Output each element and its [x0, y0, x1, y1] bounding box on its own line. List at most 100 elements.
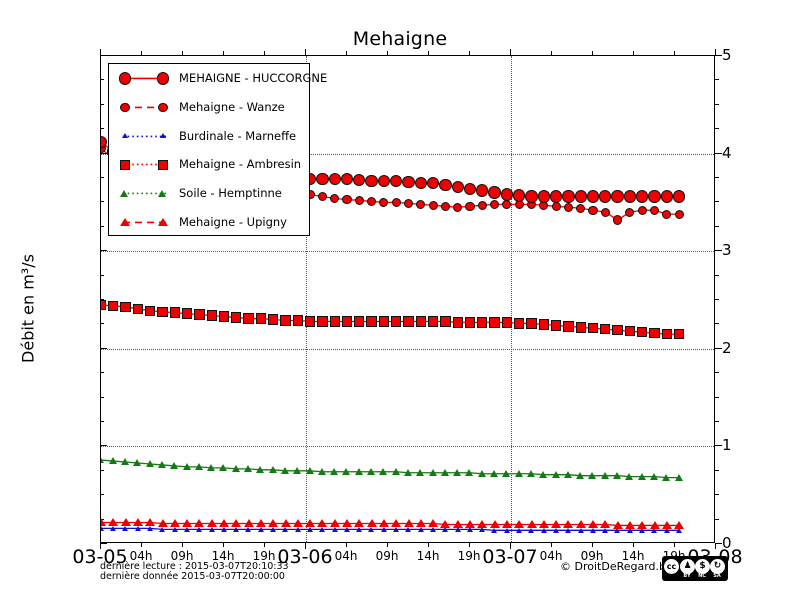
x-tick-mark	[387, 543, 388, 547]
y-tick-mark	[715, 323, 719, 325]
y-tick-label: 4	[722, 143, 732, 162]
data-point	[365, 174, 378, 188]
data-point	[245, 526, 252, 532]
data-point	[611, 190, 624, 203]
data-point	[354, 519, 365, 528]
data-point	[231, 312, 242, 323]
data-point	[415, 519, 426, 528]
data-point	[514, 318, 525, 329]
cc-icon: cc	[664, 558, 679, 574]
data-point	[330, 467, 339, 475]
data-point	[367, 467, 375, 475]
data-point	[663, 527, 670, 533]
data-point	[403, 316, 414, 327]
data-point	[416, 199, 426, 209]
data-point	[574, 190, 587, 203]
data-point	[353, 173, 366, 187]
creative-commons-badge[interactable]: cc ♟ $ ↻ BY NC SA	[662, 556, 728, 581]
page-title: Mehaigne	[352, 28, 448, 50]
legend-item[interactable]: Mehaigne - Upigny	[109, 208, 309, 237]
data-point	[354, 316, 365, 327]
data-point	[428, 200, 438, 210]
legend-label: Mehaigne - Upigny	[179, 214, 287, 229]
data-point	[292, 519, 303, 528]
data-point	[637, 521, 648, 530]
x-tick-label-day: 03-05	[72, 546, 128, 568]
data-point	[463, 182, 477, 195]
y-tick-mark	[100, 323, 104, 325]
legend-item[interactable]: MEHAIGNE - HUCCORGNE	[109, 64, 327, 93]
x-tick-label-day: 03-06	[277, 546, 333, 568]
data-point	[440, 468, 449, 476]
legend-marker-triangle-icon	[117, 179, 173, 208]
data-point	[649, 472, 658, 480]
legend-item[interactable]: Mehaigne - Wanze	[109, 93, 309, 122]
x-tick-label-hour: 09h	[375, 549, 399, 563]
data-point	[623, 190, 637, 203]
data-point	[317, 519, 328, 528]
legend-item[interactable]: Soile - Hemptinne	[109, 179, 309, 208]
data-point	[268, 314, 279, 325]
data-point	[145, 305, 156, 316]
y-tick-mark	[100, 152, 107, 154]
x-tick-mark	[305, 49, 306, 55]
x-tick-label-hour: 14h	[211, 549, 235, 563]
y-tick-mark	[715, 152, 722, 154]
data-point	[636, 190, 649, 203]
data-point	[442, 526, 449, 532]
y-tick-mark	[715, 445, 722, 447]
cc-by-label: BY	[683, 573, 691, 579]
data-point	[477, 520, 488, 529]
data-point	[502, 469, 511, 477]
data-point	[588, 520, 598, 529]
legend-marker	[121, 133, 128, 139]
data-point	[490, 199, 500, 209]
legend-marker-square-icon	[117, 150, 173, 179]
data-point	[526, 520, 537, 529]
data-point	[328, 172, 341, 186]
data-point	[440, 201, 450, 211]
data-point	[587, 323, 599, 334]
x-tick-mark	[264, 543, 265, 547]
data-point	[342, 467, 351, 475]
data-point	[563, 470, 572, 478]
data-point	[440, 316, 451, 327]
data-point	[514, 520, 525, 529]
y-tick-mark	[715, 543, 722, 544]
data-point	[674, 473, 683, 481]
data-point	[625, 472, 634, 480]
x-tick-mark	[387, 51, 388, 55]
data-point	[612, 521, 623, 530]
legend-marker	[120, 218, 130, 227]
data-point	[649, 327, 660, 339]
data-point	[440, 520, 451, 529]
legend-item[interactable]: Mehaigne - Ambresin	[109, 150, 309, 179]
data-point	[673, 328, 685, 340]
legend-marker	[158, 102, 168, 112]
data-point	[600, 471, 609, 479]
data-point	[169, 519, 180, 528]
x-tick-mark	[592, 543, 593, 547]
data-point	[626, 527, 633, 533]
data-point	[651, 527, 658, 533]
data-point	[600, 207, 610, 217]
y-tick-mark	[715, 250, 722, 252]
data-point	[600, 324, 611, 335]
y-tick-mark	[100, 201, 104, 203]
y-tick-mark	[715, 372, 719, 374]
data-point	[454, 526, 461, 532]
data-point	[500, 188, 514, 201]
data-point	[317, 467, 326, 475]
gridline-vertical	[306, 56, 307, 542]
data-point	[538, 520, 549, 529]
y-tick-mark	[100, 177, 104, 178]
data-point	[624, 521, 635, 530]
data-point	[501, 520, 512, 529]
data-point	[233, 526, 240, 532]
data-point	[319, 526, 326, 532]
y-tick-mark	[100, 421, 104, 422]
y-tick-mark	[100, 103, 104, 105]
legend-item[interactable]: Burdinale - Marneffe	[109, 122, 309, 151]
y-tick-mark	[100, 250, 107, 252]
x-tick-label-hour: 19h	[457, 549, 481, 563]
